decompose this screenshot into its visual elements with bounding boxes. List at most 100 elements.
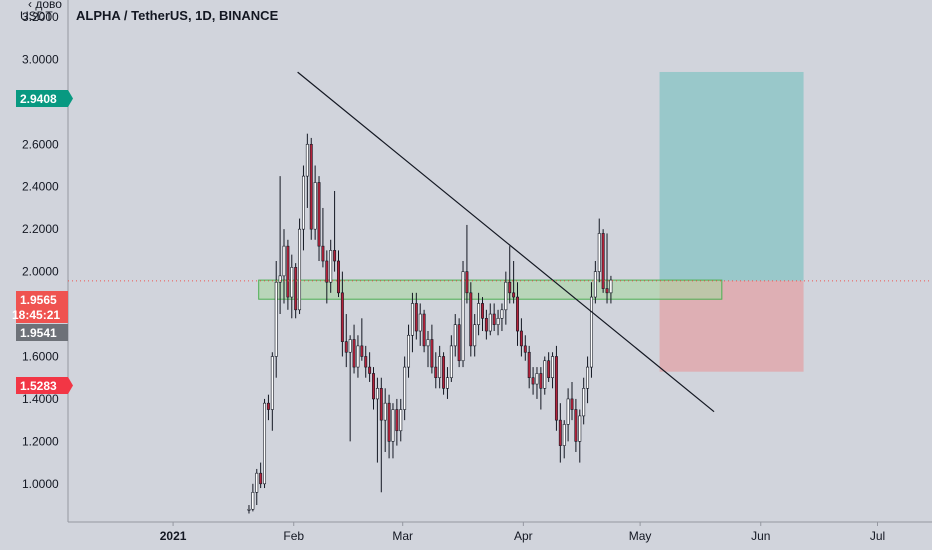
candle-down xyxy=(601,233,605,289)
candle-down xyxy=(523,345,527,353)
currency-unit-label: USDT xyxy=(20,9,53,23)
candle-down xyxy=(554,356,558,421)
stop-price-tag xyxy=(16,377,68,394)
candle-up xyxy=(298,228,302,311)
candle-down xyxy=(337,260,340,294)
candle-up xyxy=(375,388,379,400)
x-tick-label: Jun xyxy=(751,529,770,543)
candle-down xyxy=(422,313,426,347)
candle-down xyxy=(344,341,348,353)
candle-down xyxy=(294,267,298,311)
candle-down xyxy=(286,245,290,298)
candle-up xyxy=(496,317,500,325)
x-tick-label: Mar xyxy=(392,529,413,543)
x-tick-label: Apr xyxy=(514,529,533,543)
candle-down xyxy=(547,360,551,379)
countdown-label: 18:45:21 xyxy=(12,308,60,322)
candle-down xyxy=(434,366,438,379)
candle-up xyxy=(305,143,309,177)
overlays xyxy=(68,71,932,413)
candle-up xyxy=(543,360,547,389)
candle-up xyxy=(270,356,274,410)
candle-up xyxy=(356,345,360,368)
candle-up xyxy=(586,366,590,389)
candle-down xyxy=(309,143,313,230)
candle-up xyxy=(453,324,457,347)
candle-down xyxy=(570,398,574,410)
candle-down xyxy=(492,313,496,325)
candle-up xyxy=(477,303,481,325)
candle-up xyxy=(461,271,465,362)
candle-down xyxy=(512,292,516,298)
price-axis[interactable]: 3.20003.00002.80002.60002.40002.20002.00… xyxy=(22,10,59,491)
candle-up xyxy=(251,491,255,510)
candle-up xyxy=(282,245,286,277)
scale-label: ‹ дово xyxy=(28,0,62,11)
candle-up xyxy=(535,373,539,385)
candle-up xyxy=(278,275,282,283)
previous-price-label: 1.9541 xyxy=(20,326,57,340)
candle-down xyxy=(379,388,383,421)
candle-down xyxy=(527,351,531,379)
candle-up xyxy=(488,313,492,332)
candle-down xyxy=(430,339,434,368)
candle-down xyxy=(395,409,399,432)
x-tick-label: May xyxy=(629,529,652,543)
candle-down xyxy=(558,419,562,446)
candles xyxy=(247,133,613,514)
candle-up xyxy=(578,415,582,442)
candle-down xyxy=(519,330,523,347)
candle-up xyxy=(410,303,414,336)
candle-up xyxy=(426,339,430,347)
candle-up xyxy=(597,233,601,272)
candle-down xyxy=(352,339,356,368)
candle-down xyxy=(465,271,469,294)
candle-down xyxy=(372,373,375,400)
trendline xyxy=(297,71,715,413)
candle-down xyxy=(368,366,372,374)
candle-down xyxy=(469,292,473,347)
candle-up xyxy=(582,388,586,417)
candle-up xyxy=(609,279,613,294)
time-axis[interactable]: 2021 Feb Mar Apr May Jun Jul xyxy=(160,522,885,543)
y-tick-label: 1.0000 xyxy=(22,477,59,491)
candle-down xyxy=(325,260,329,283)
y-tick-label: 1.4000 xyxy=(22,392,59,406)
candle-down xyxy=(539,373,543,389)
current-price-tag xyxy=(16,291,68,323)
candle-up xyxy=(473,324,477,347)
candle-down xyxy=(360,345,364,357)
candle-up xyxy=(418,313,422,332)
candle-up xyxy=(500,309,504,319)
candle-up xyxy=(551,356,555,379)
candle-up xyxy=(255,472,259,493)
candle-up xyxy=(301,175,305,230)
candle-up xyxy=(313,182,317,230)
demand-zone xyxy=(258,279,723,300)
previous-price-tag xyxy=(16,324,68,341)
candle-down xyxy=(266,402,270,410)
candle-up xyxy=(403,366,407,410)
candle-down xyxy=(387,402,391,442)
candle-up xyxy=(348,339,352,353)
candle-up xyxy=(449,345,453,379)
candle-down xyxy=(321,245,325,262)
candle-up xyxy=(399,409,403,432)
candle-up xyxy=(445,377,449,389)
candle-up xyxy=(383,402,387,421)
candle-up xyxy=(247,508,251,511)
candle-down xyxy=(531,377,535,385)
x-tick-label: Feb xyxy=(283,529,304,543)
drawing-zones xyxy=(258,71,804,372)
stop-price-label: 1.5283 xyxy=(20,379,57,393)
y-tick-label: 3.2000 xyxy=(22,10,59,24)
y-tick-label: 3.0000 xyxy=(22,52,59,66)
target-price-tag xyxy=(16,90,68,107)
y-tick-label: 2.0000 xyxy=(22,265,59,279)
candle-down xyxy=(364,356,368,368)
candle-up xyxy=(504,281,508,311)
candle-up xyxy=(589,296,593,368)
current-price-label: 1.9565 xyxy=(20,293,57,307)
x-tick-label: Jul xyxy=(870,529,885,543)
